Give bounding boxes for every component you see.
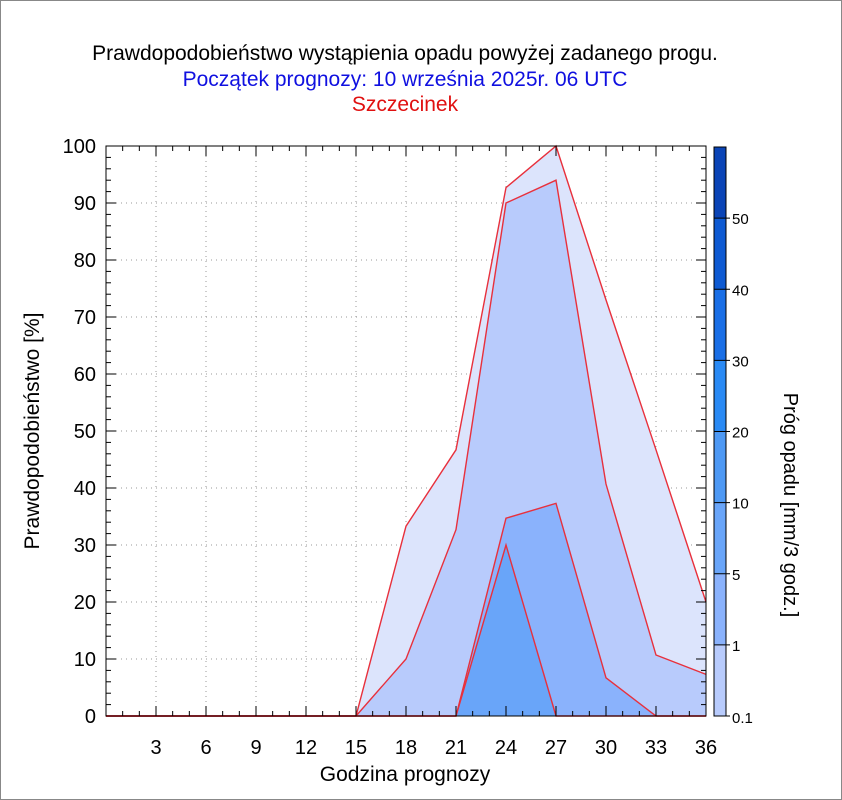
chart-title: Prawdopodobieństwo wystąpienia opadu pow… — [92, 42, 718, 65]
colorbar: 0.1 1 5 10 20 30 40 50 — [713, 146, 753, 727]
x-tick-label: 33 — [645, 737, 667, 759]
chart-subtitle: Początek prognozy: 10 września 2025r. 06… — [182, 68, 628, 91]
y-tick-label: 10 — [74, 649, 96, 671]
colorbar-tick-label: 40 — [732, 282, 749, 299]
colorbar-tick-label: 0.1 — [732, 710, 753, 727]
x-tick-label: 24 — [495, 737, 517, 759]
colorbar-band — [714, 644, 726, 716]
x-tick-label: 15 — [345, 737, 367, 759]
axes: 3 6 9 12 15 18 21 24 27 30 33 360102030405060708090… — [63, 136, 718, 759]
y-tick-label: 40 — [74, 478, 96, 500]
x-tick-label: 36 — [695, 737, 717, 759]
area-threshold-5 — [106, 503, 706, 716]
x-tick-label: 9 — [250, 737, 261, 759]
colorbar-label: Próg opadu [mm/3 godz.] — [779, 393, 801, 618]
x-tick-label: 12 — [295, 737, 317, 759]
y-tick-label: 0 — [85, 706, 96, 728]
colorbar-tick-label: 1 — [732, 638, 740, 655]
y-tick-label: 80 — [74, 250, 96, 272]
y-tick-label: 20 — [74, 592, 96, 614]
colorbar-tick-label: 10 — [732, 496, 749, 513]
x-tick-label: 3 — [150, 737, 161, 759]
y-tick-label: 50 — [74, 421, 96, 443]
x-tick-label: 18 — [395, 737, 417, 759]
y-tick-label: 60 — [74, 364, 96, 386]
y-axis-label: Prawdopodobieństwo [%] — [21, 313, 44, 550]
station-name: Szczecinek — [351, 93, 459, 116]
y-tick-label: 30 — [74, 535, 96, 557]
colorbar-tick-label: 20 — [732, 425, 749, 442]
colorbar-tick-label: 50 — [732, 211, 749, 228]
colorbar-band — [714, 502, 726, 574]
x-axis-label: Godzina prognozy — [320, 763, 491, 786]
y-tick-label: 70 — [74, 307, 96, 329]
colorbar-tick-label: 30 — [732, 353, 749, 370]
colorbar-tick-label: 5 — [732, 567, 740, 584]
y-tick-label: 100 — [63, 136, 96, 158]
x-tick-label: 21 — [445, 737, 467, 759]
colorbar-band — [714, 147, 726, 219]
colorbar-band — [714, 218, 726, 290]
colorbar-band — [714, 431, 726, 503]
x-tick-label: 27 — [545, 737, 567, 759]
colorbar-band — [714, 360, 726, 432]
x-tick-label: 30 — [595, 737, 617, 759]
colorbar-band — [714, 573, 726, 645]
y-tick-label: 90 — [74, 193, 96, 215]
x-tick-label: 6 — [200, 737, 211, 759]
colorbar-band — [714, 289, 726, 361]
